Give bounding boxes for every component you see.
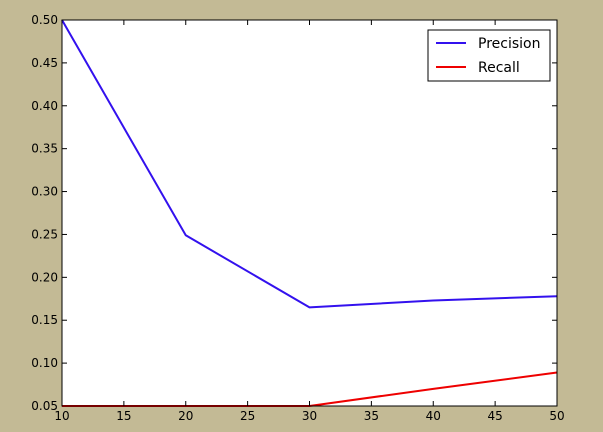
y-tick-label: 0.40 <box>31 99 58 113</box>
plot-area <box>62 20 557 406</box>
y-tick-label: 0.35 <box>31 142 58 156</box>
y-tick-label: 0.45 <box>31 56 58 70</box>
legend: Precision Recall <box>427 29 551 82</box>
legend-box <box>427 29 551 82</box>
x-tick-label: 25 <box>240 409 255 423</box>
x-tick-label: 30 <box>302 409 317 423</box>
x-tick-label: 45 <box>487 409 502 423</box>
legend-label-recall: Recall <box>478 60 520 76</box>
y-axis: 0.05 0.10 0.15 0.20 0.25 0.30 0.35 0.40 0.45 0.50 <box>31 13 557 413</box>
y-tick-label: 0.30 <box>31 185 58 199</box>
x-tick-label: 20 <box>178 409 193 423</box>
legend-label-precision: Precision <box>478 36 540 52</box>
series-line-precision <box>61 19 558 309</box>
x-tick-label: 15 <box>116 409 131 423</box>
y-tick-label: 0.15 <box>31 313 58 327</box>
y-tick-label: 0.05 <box>31 399 58 413</box>
x-tick-label: 50 <box>549 409 564 423</box>
x-tick-label: 40 <box>426 409 441 423</box>
x-tick-label: 35 <box>364 409 379 423</box>
y-tick-label: 0.20 <box>31 270 58 284</box>
y-tick-label: 0.50 <box>31 13 58 27</box>
y-tick-label: 0.25 <box>31 227 58 241</box>
x-axis: 10 15 20 25 30 35 40 45 50 <box>54 20 565 423</box>
x-tick-label: 10 <box>54 409 69 423</box>
y-tick-label: 0.10 <box>31 356 58 370</box>
